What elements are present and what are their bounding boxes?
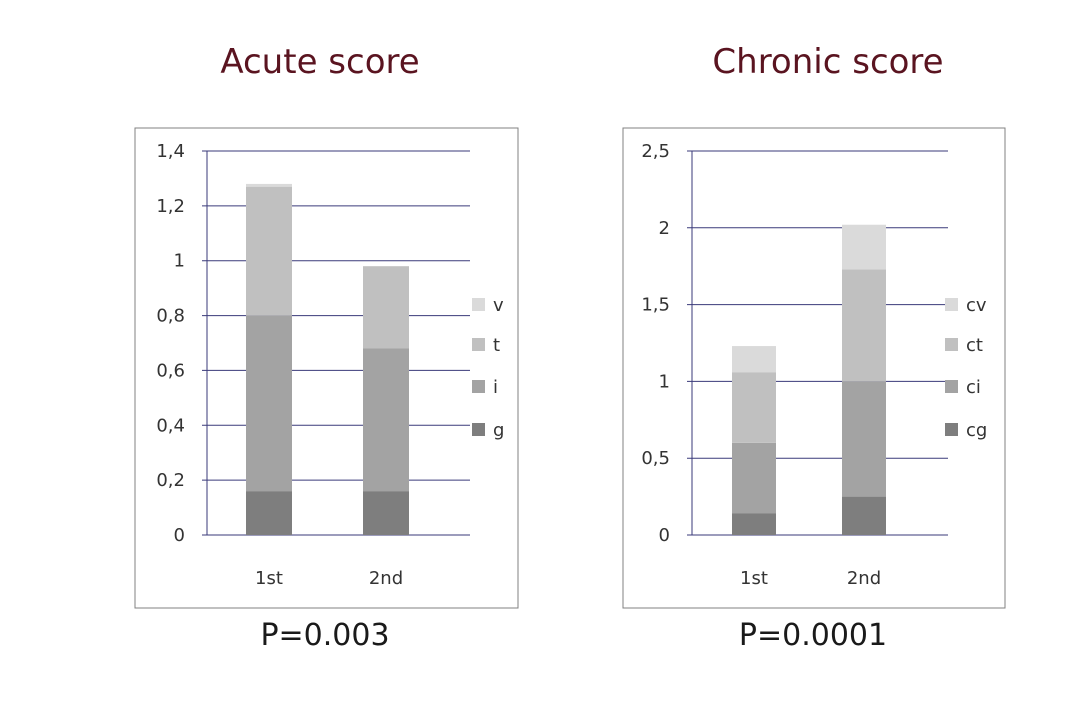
chronic-legend-label-ci: ci [966,377,981,398]
chronic-y-tick-label: 1,5 [641,295,670,316]
chronic-plot-frame [622,127,1006,609]
acute-bar-i-1st [246,315,292,492]
acute-bar-g-1st [246,491,292,535]
chronic-bar-cv-2nd [842,224,886,270]
acute-x-tick-label: 1st [255,568,283,589]
chronic-y-tick-label: 0,5 [641,448,670,469]
chronic-legend-swatch-ci [945,380,958,393]
acute-legend-label-i: i [493,377,498,398]
acute-legend-swatch-g [472,423,485,436]
chronic-y-tick-label: 1 [659,371,670,392]
chronic-p-value: P=0.0001 [738,618,888,653]
acute-y-tick-label: 1 [174,251,185,272]
chronic-bar-ci-2nd [842,381,886,497]
acute-y-tick-label: 0,4 [156,415,185,436]
acute-y-tick-label: 0 [174,525,185,546]
chronic-bar-ct-2nd [842,269,886,382]
acute-y-tick-label: 1,4 [156,141,185,162]
acute-legend-swatch-t [472,338,485,351]
chronic-x-tick-label: 2nd [847,568,881,589]
chronic-legend-swatch-ct [945,338,958,351]
chronic-x-tick-label: 1st [740,568,768,589]
acute-bar-t-2nd [363,266,409,349]
acute-y-tick-label: 0,8 [156,306,185,327]
acute-legend-label-v: v [493,295,504,316]
chronic-legend-label-cg: cg [966,420,987,441]
acute-legend-label-t: t [493,335,500,356]
chronic-y-tick-label: 2 [659,218,670,239]
acute-chart-title: Acute score [220,42,420,82]
acute-bar-t-1st [246,186,292,316]
acute-legend-label-g: g [493,420,504,441]
acute-y-tick-label: 0,2 [156,470,185,491]
chronic-chart-title: Chronic score [712,42,944,82]
chronic-bar-ct-1st [732,372,776,443]
acute-legend-swatch-v [472,298,485,311]
chronic-bar-cg-1st [732,513,776,535]
chronic-legend-swatch-cv [945,298,958,311]
chronic-y-tick-label: 0 [659,525,670,546]
chronic-legend-swatch-cg [945,423,958,436]
chronic-legend-label-ct: ct [966,335,983,356]
acute-bar-i-2nd [363,348,409,492]
acute-bar-v-1st [246,183,292,187]
acute-x-tick-label: 2nd [369,568,403,589]
chronic-legend-label-cv: cv [966,295,987,316]
chronic-y-tick-label: 2,5 [641,141,670,162]
acute-legend-swatch-i [472,380,485,393]
acute-y-tick-label: 0,6 [156,360,185,381]
acute-plot-frame [134,127,519,609]
chronic-bar-cg-2nd [842,496,886,535]
chronic-bar-cv-1st [732,346,776,373]
acute-y-tick-label: 1,2 [156,196,185,217]
chronic-bar-ci-1st [732,442,776,514]
acute-p-value: P=0.003 [260,618,390,653]
acute-bar-g-2nd [363,491,409,535]
